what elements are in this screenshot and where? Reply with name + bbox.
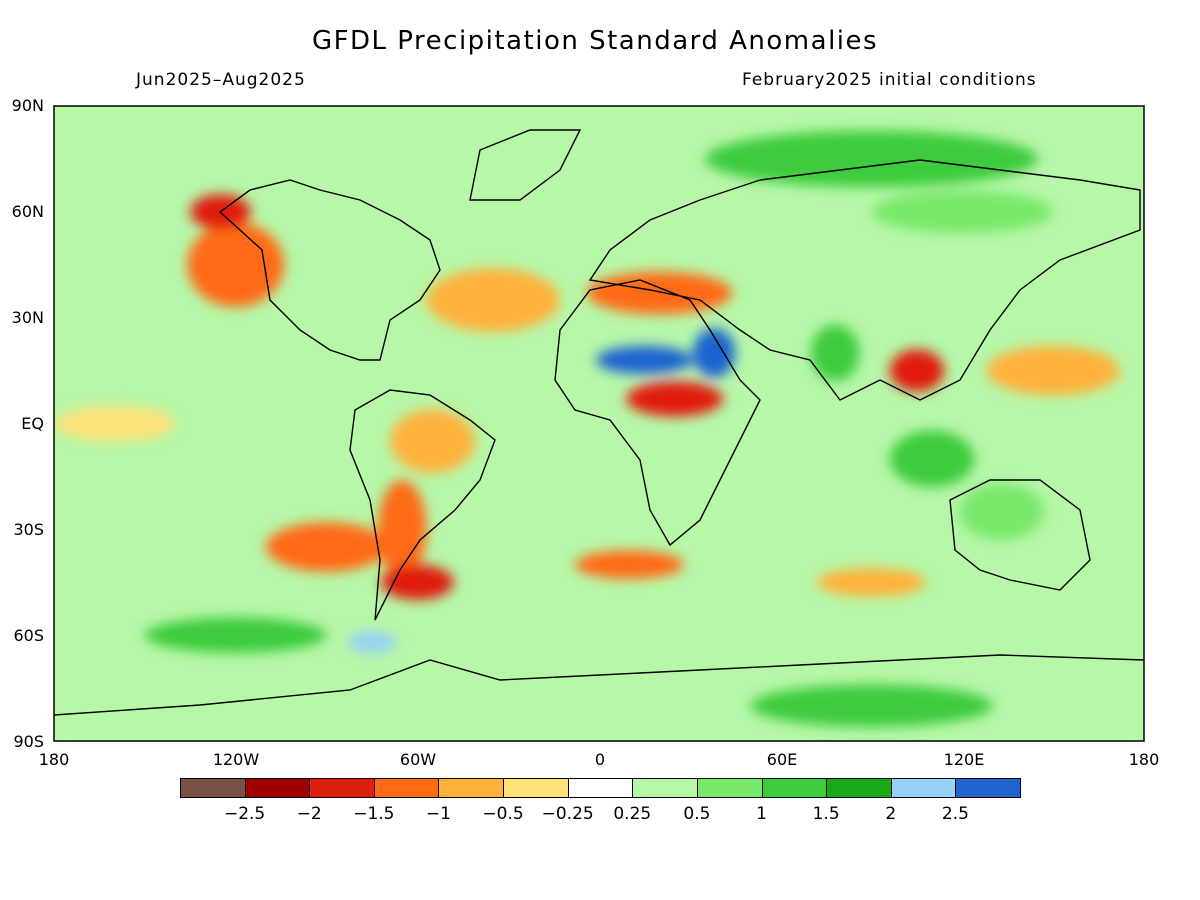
lon-label: 180 — [1128, 750, 1160, 769]
colorbar-cell — [309, 778, 375, 798]
anomaly-region-arctic-wet — [704, 130, 1039, 188]
colorbar-cell — [826, 778, 892, 798]
anomaly-region-southern-ocean-wet — [144, 617, 327, 653]
lat-label: 30N — [11, 308, 44, 327]
lat-label: EQ — [21, 414, 44, 433]
anomaly-region-north-africa-wet — [595, 345, 693, 375]
lat-label: 90N — [11, 96, 44, 115]
anomaly-region-siberia-wet — [871, 190, 1054, 233]
africa-coastline — [554, 279, 761, 547]
colorbar-cell — [761, 778, 828, 798]
anomaly-region-south-pacific-dry — [265, 522, 388, 572]
anomaly-region-west-us — [187, 222, 285, 308]
colorbar-cell — [373, 778, 440, 798]
antarctica-coastline — [54, 654, 1144, 716]
colorbar — [180, 778, 1021, 800]
period-label: Jun2025–Aug2025 — [136, 70, 306, 90]
anomaly-region-arabian-wet — [692, 328, 736, 378]
colorbar-cell — [890, 778, 957, 798]
colorbar-tick-label: 2.5 — [941, 804, 969, 824]
lon-label: 60W — [399, 750, 437, 769]
colorbar-tick-label: −0.5 — [482, 804, 524, 824]
anomaly-region-east-pacific-dry — [54, 405, 176, 442]
colorbar-cell — [244, 778, 311, 798]
colorbar-cell — [438, 778, 505, 798]
colorbar-cell — [567, 778, 634, 798]
lat-label: 60N — [11, 202, 44, 221]
colorbar-tick-label: −2.5 — [223, 804, 266, 824]
anomaly-region-north-atlantic — [426, 268, 560, 332]
anomaly-region-amazon-dry — [390, 409, 475, 473]
eurasia-coastline — [588, 159, 1141, 401]
anomaly-region-india-wet — [810, 324, 860, 382]
colorbar-tick-label: −2 — [296, 804, 322, 824]
anomaly-region-indonesia-wet — [889, 430, 975, 487]
lon-label: 0 — [594, 750, 606, 769]
colorbar-tick-label: −0.25 — [541, 804, 594, 824]
anomaly-region-south-atlantic-dry — [574, 550, 684, 579]
colorbar-cell — [955, 778, 1021, 798]
lon-label: 120E — [943, 750, 985, 769]
colorbar-tick-label: 1 — [756, 804, 767, 824]
lon-label: 180 — [38, 750, 70, 769]
map-frame — [53, 105, 1145, 742]
map-title: GFDL Precipitation Standard Anomalies — [311, 26, 879, 56]
colorbar-tick-label: 1.5 — [812, 804, 840, 824]
init-conditions-label: February2025 initial conditions — [742, 70, 1037, 90]
colorbar-tick-label: 2 — [885, 804, 897, 824]
anomaly-region-drake-wet — [347, 631, 397, 653]
colorbar-cell — [180, 778, 246, 798]
anomaly-region-southeast-asia-dry — [889, 349, 945, 392]
lat-label: 60S — [13, 626, 44, 645]
anomaly-region-south-indian-dry — [817, 568, 926, 597]
anomaly-region-south-america-dry — [377, 479, 427, 579]
lat-label: 30S — [13, 520, 44, 539]
greenland-coastline — [469, 129, 582, 201]
anomaly-region-west-pacific-dry — [986, 345, 1120, 396]
colorbar-tick-label: 0.5 — [683, 804, 711, 824]
colorbar-tick-label: −1.5 — [353, 804, 395, 824]
colorbar-cell — [696, 778, 763, 798]
anomaly-region-australia-wet — [959, 483, 1045, 540]
australia-coastline — [949, 479, 1091, 591]
colorbar-cell — [503, 778, 569, 798]
colorbar-tick-label: −1 — [425, 804, 451, 824]
lat-label: 90S — [13, 732, 44, 751]
anomaly-region-mediterranean — [586, 271, 733, 315]
lon-label: 120W — [212, 750, 260, 769]
colorbar-cell — [632, 778, 698, 798]
anomaly-region-antarctica-wet — [750, 684, 993, 727]
lon-label: 60E — [766, 750, 798, 769]
colorbar-tick-label: 0.25 — [613, 804, 652, 824]
anomaly-region-argentina-dry — [381, 564, 454, 600]
north-america-coastline — [218, 179, 441, 361]
south-america-coastline — [349, 389, 496, 621]
anomaly-region-central-africa-dry — [626, 381, 724, 417]
